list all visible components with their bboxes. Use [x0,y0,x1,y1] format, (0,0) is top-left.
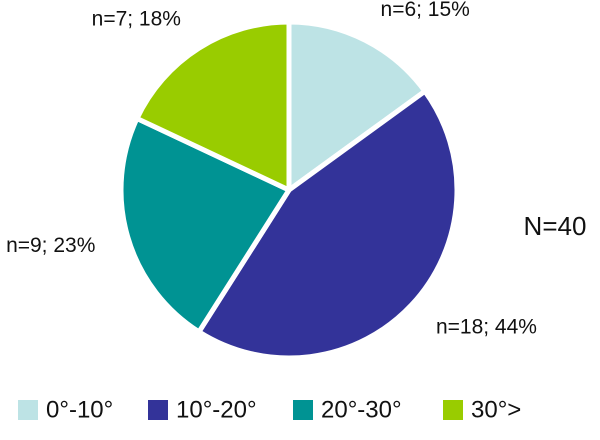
legend-label: 10°-20° [176,396,257,423]
data-label: n=6; 15% [381,0,470,21]
legend-label: 0°-10° [46,396,113,423]
data-label: n=9; 23% [6,234,95,257]
legend-swatch [443,400,463,420]
data-label: n=18; 44% [436,316,537,339]
data-label: n=7; 18% [92,7,181,30]
legend-swatch [18,400,38,420]
pie-slice [196,88,460,361]
legend-swatch [293,400,313,420]
annotation: N=40 [524,211,587,241]
pie-slice [286,19,428,193]
legend-swatch [148,400,168,420]
legend-label: 30°> [471,396,521,423]
pie-slice [134,19,292,193]
legend-label: 20°-30° [321,396,402,423]
